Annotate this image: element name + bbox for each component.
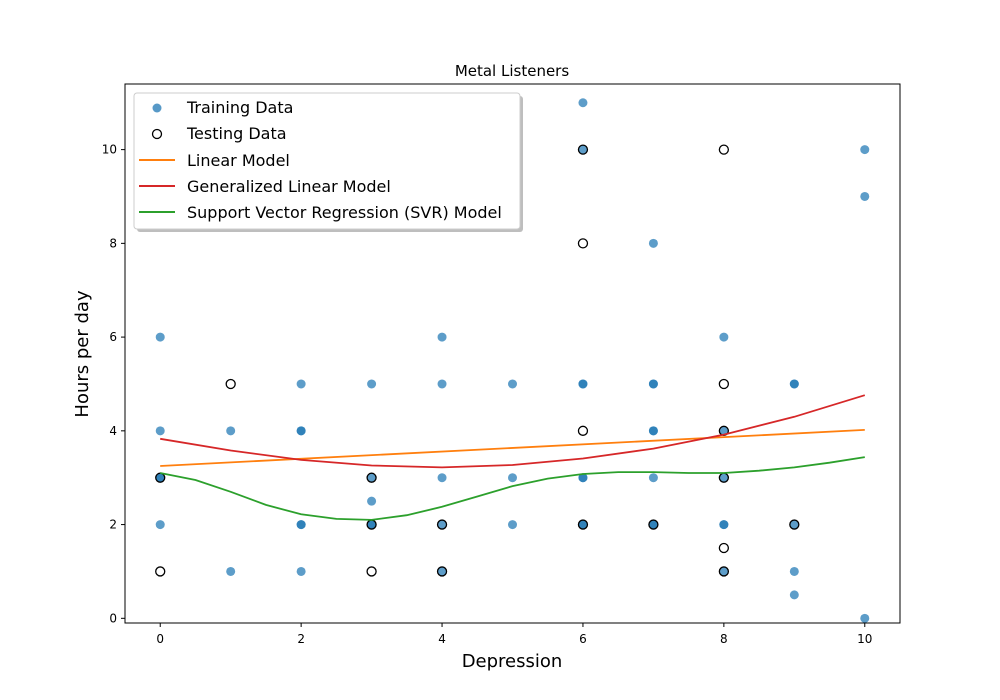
y-tick-label: 0 xyxy=(109,611,117,625)
legend-marker-training xyxy=(152,103,162,113)
x-tick-label: 8 xyxy=(720,632,728,646)
axis-ticks: 0 2 4 6 8 10 0 2 4 6 8 10 xyxy=(102,143,873,646)
testing-point xyxy=(366,472,377,483)
linear-model-line xyxy=(160,429,865,467)
training-point xyxy=(437,520,447,530)
legend: Training Data Testing Data Linear Model … xyxy=(133,92,523,232)
training-point xyxy=(155,473,165,483)
training-point xyxy=(296,566,306,576)
testing-point xyxy=(577,238,589,249)
x-axis-label: Depression xyxy=(462,651,563,672)
x-tick-label: 4 xyxy=(438,632,446,646)
y-axis-label: Hours per day xyxy=(72,290,93,418)
training-point xyxy=(578,520,588,530)
training-point xyxy=(860,191,870,201)
testing-point xyxy=(648,519,659,530)
training-point xyxy=(578,98,588,108)
training-point xyxy=(648,379,658,389)
legend-label-training: Training Data xyxy=(186,98,293,117)
x-tick-label: 10 xyxy=(857,632,872,646)
legend-label-testing: Testing Data xyxy=(186,124,287,143)
training-point xyxy=(508,473,517,483)
training-point xyxy=(789,566,799,576)
training-point xyxy=(226,566,236,576)
testing-point xyxy=(577,519,589,530)
training-point xyxy=(578,379,588,389)
testing-point xyxy=(789,519,800,530)
legend-marker-testing xyxy=(151,128,163,140)
y-tick-label: 4 xyxy=(109,424,117,438)
training-point xyxy=(578,473,588,483)
training-point xyxy=(648,473,658,483)
training-point xyxy=(296,520,306,530)
training-point xyxy=(578,145,588,155)
testing-point xyxy=(366,566,377,577)
testing-point xyxy=(718,566,730,577)
training-point xyxy=(719,520,729,530)
testing-point xyxy=(155,566,166,577)
legend-label-svr: Support Vector Regression (SVR) Model xyxy=(187,203,502,222)
testing-point xyxy=(718,378,730,390)
training-point xyxy=(860,145,870,155)
training-point xyxy=(437,566,447,576)
testing-point xyxy=(718,542,730,554)
training-point xyxy=(789,379,799,389)
y-tick-label: 2 xyxy=(109,518,117,532)
training-point xyxy=(155,520,165,530)
training-point xyxy=(296,379,306,389)
training-point xyxy=(719,473,729,483)
training-point xyxy=(719,566,729,576)
x-tick-label: 6 xyxy=(579,632,587,646)
training-point xyxy=(860,613,870,623)
y-tick-label: 8 xyxy=(109,236,117,250)
legend-label-linear: Linear Model xyxy=(187,151,290,170)
x-tick-label: 2 xyxy=(297,632,305,646)
training-point xyxy=(648,426,658,436)
training-point xyxy=(155,332,165,342)
training-point xyxy=(508,520,517,530)
training-point xyxy=(508,379,517,389)
training-point xyxy=(719,426,729,436)
testing-point xyxy=(436,519,448,530)
training-point xyxy=(296,426,306,436)
training-point xyxy=(437,473,447,483)
training-point xyxy=(648,520,658,530)
legend-box xyxy=(133,92,521,230)
training-point xyxy=(367,473,377,483)
chart-title: Metal Listeners xyxy=(455,62,570,80)
y-tick-label: 10 xyxy=(102,143,117,157)
glm-line xyxy=(160,394,866,469)
testing-point xyxy=(718,144,730,155)
training-point xyxy=(226,426,236,436)
training-point xyxy=(648,238,658,248)
legend-label-glm: Generalized Linear Model xyxy=(187,177,391,196)
svr-line xyxy=(160,456,865,521)
training-point xyxy=(367,496,377,506)
plot-area xyxy=(155,98,870,623)
testing-point xyxy=(577,144,589,155)
training-point xyxy=(155,426,165,436)
training-point xyxy=(367,379,377,389)
testing-point xyxy=(577,425,589,436)
testing-point xyxy=(436,566,448,577)
plot-frame xyxy=(124,83,901,624)
training-point xyxy=(719,332,729,342)
y-tick-label: 6 xyxy=(109,330,117,344)
training-point xyxy=(367,520,377,530)
training-point xyxy=(437,379,447,389)
testing-point xyxy=(225,378,236,390)
training-point xyxy=(437,332,447,342)
training-point xyxy=(789,520,799,530)
training-point xyxy=(789,590,799,600)
x-tick-label: 0 xyxy=(156,632,164,646)
